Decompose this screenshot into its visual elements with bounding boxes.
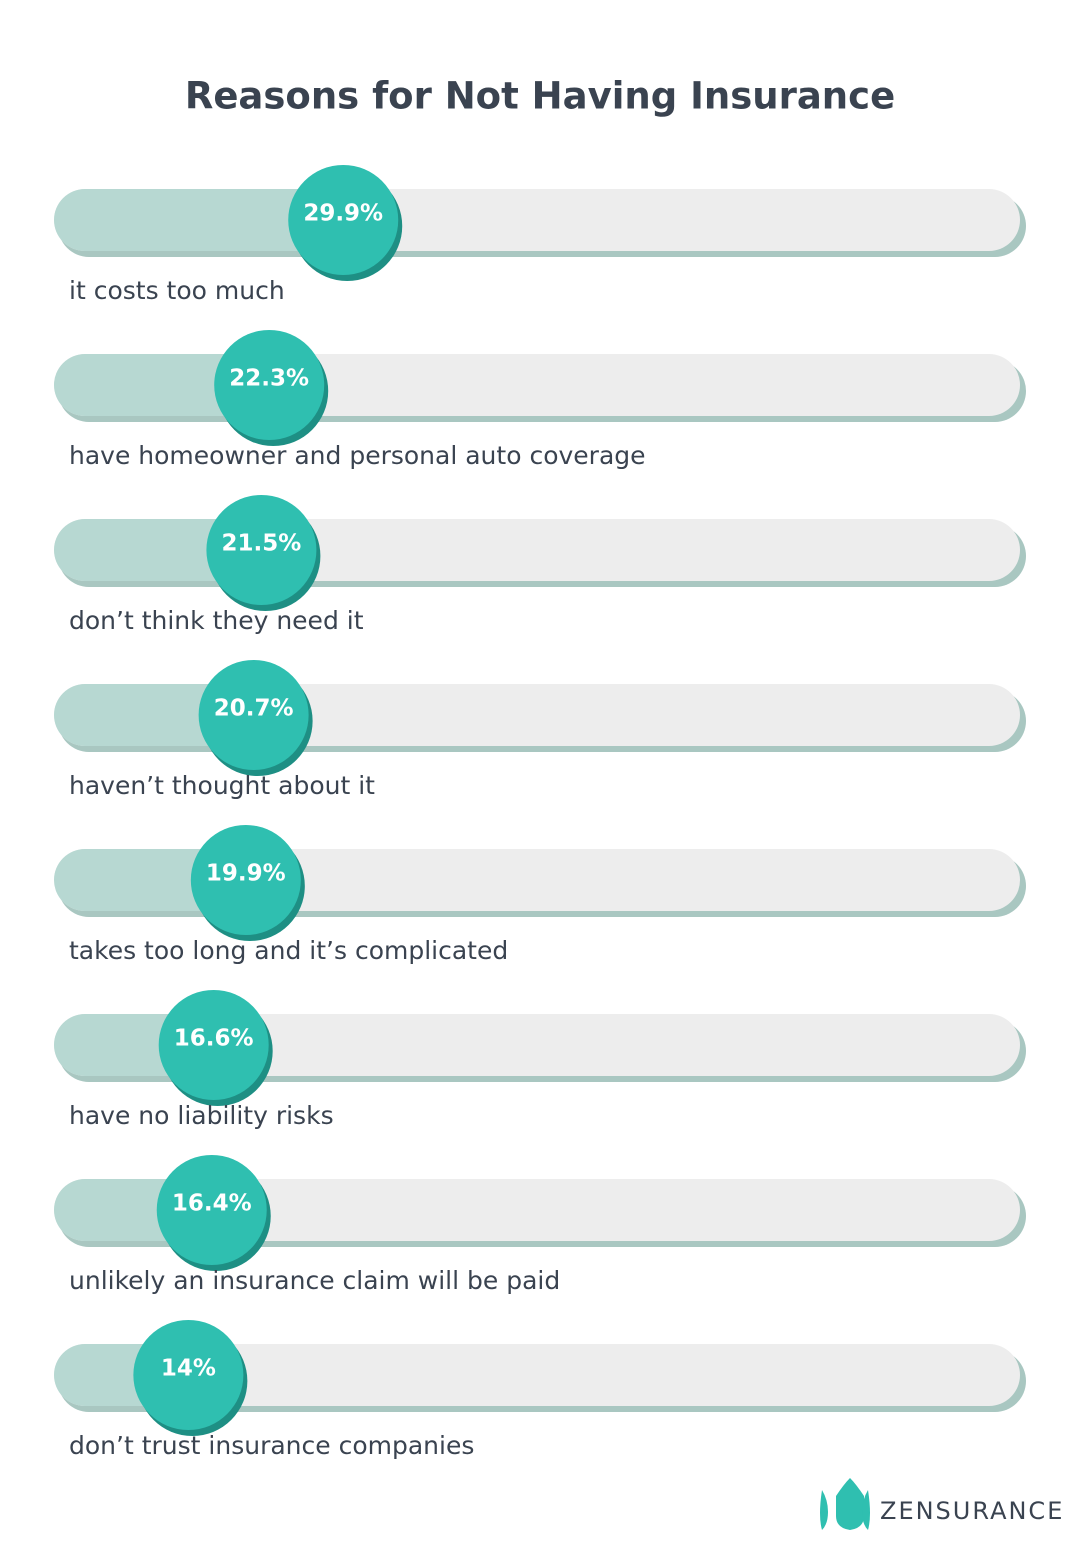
marker	[206, 495, 317, 605]
category-label: haven’t thought about it	[69, 771, 375, 800]
marker	[156, 1155, 267, 1265]
value-label: 16.4%	[172, 1191, 252, 1217]
brand-name: ZENSURANCE	[880, 1497, 1064, 1525]
track	[54, 1179, 1020, 1241]
marker	[214, 330, 325, 440]
value-label: 29.9%	[303, 201, 383, 227]
chart-title: Reasons for Not Having Insurance	[185, 75, 895, 118]
value-label: 16.6%	[174, 1026, 254, 1052]
marker	[133, 1320, 244, 1430]
brand-logo: ZENSURANCE	[820, 1478, 1064, 1530]
bar	[54, 354, 270, 416]
logo-leaf	[836, 1478, 864, 1530]
marker	[158, 990, 269, 1100]
category-label: don’t think they need it	[69, 606, 364, 635]
logo-leaf	[862, 1490, 870, 1530]
bar	[54, 189, 344, 251]
category-label: have no liability risks	[69, 1101, 334, 1130]
value-label: 21.5%	[222, 531, 302, 557]
marker	[198, 660, 309, 770]
marker	[190, 825, 301, 935]
value-label: 20.7%	[214, 696, 294, 722]
track	[54, 1014, 1020, 1076]
track	[54, 1344, 1020, 1406]
marker	[288, 165, 399, 275]
category-label: unlikely an insurance claim will be paid	[69, 1266, 560, 1295]
value-label: 19.9%	[206, 861, 286, 887]
category-label: have homeowner and personal auto coverag…	[69, 441, 646, 470]
value-label: 22.3%	[229, 366, 309, 392]
category-label: takes too long and it’s complicated	[69, 936, 508, 965]
logo-leaf	[820, 1490, 828, 1530]
category-label: don’t trust insurance companies	[69, 1431, 474, 1460]
category-label: it costs too much	[69, 276, 285, 305]
value-label: 14%	[161, 1356, 216, 1382]
